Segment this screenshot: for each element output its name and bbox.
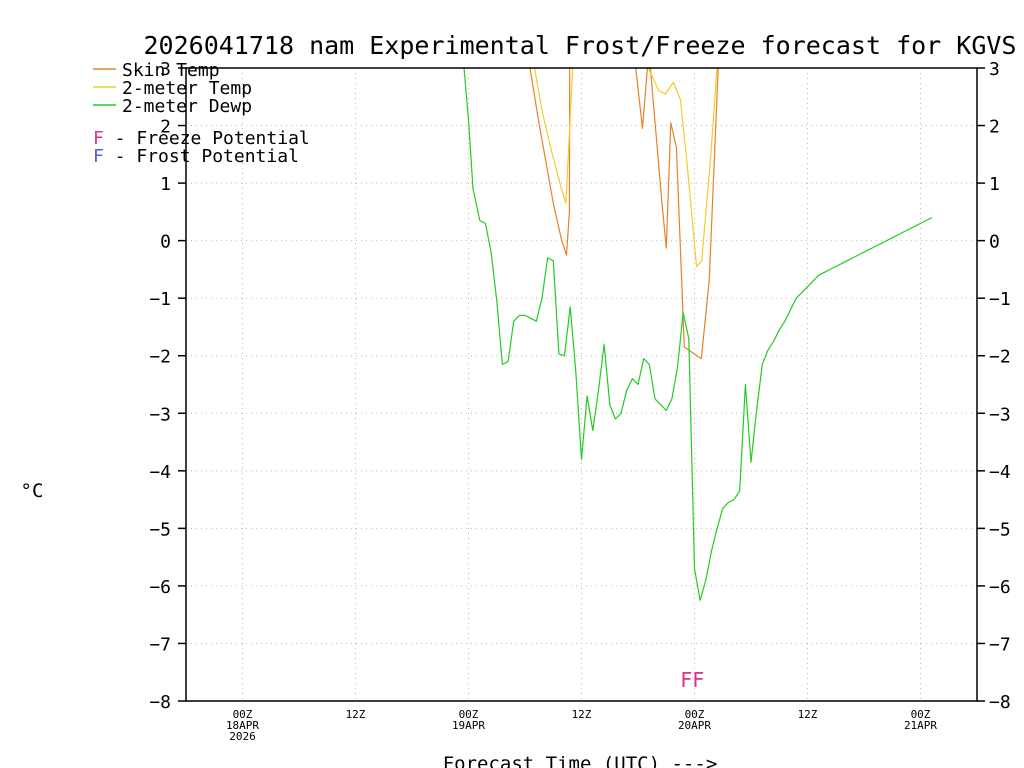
series-line-2-meter-temp-2 [647, 67, 718, 268]
y-tick-label-left-9: 1 [160, 174, 171, 195]
y-tick-label-left-8: 0 [160, 232, 171, 253]
x-tick-label-2-0: 00Z [459, 708, 479, 721]
y-tick-label-right-0: −8 [989, 692, 1011, 713]
y-tick-label-left-10: 2 [160, 117, 171, 138]
x-tick-label-6-0: 00Z [911, 708, 931, 721]
y-tick-labels: −8 −8 −7 −7 −6 −6 −5 −5 −4 −4 −3 −3 −2 −2 −1 −1 0 0 1 1 2 2 3 3 [149, 59, 1010, 713]
legend: Skin Temp 2-meter Temp 2-meter Dewp F - … [93, 60, 310, 167]
x-tick-label-4-1: 20APR [678, 719, 711, 732]
y-tick-label-left-3: −5 [149, 519, 171, 540]
plot-border [185, 67, 978, 702]
y-axis-label: °C [21, 480, 44, 502]
series-line-skin-temp-2 [635, 67, 719, 360]
x-tick-label-0-0: 00Z [233, 708, 253, 721]
series-lines [463, 67, 933, 601]
y-tick-label-left-2: −6 [149, 577, 171, 598]
y-tick-label-right-11: 3 [989, 59, 1000, 80]
freeze-marker-0: FF [680, 668, 704, 692]
x-axis-label: Forecast Time (UTC) ---> [443, 753, 718, 768]
x-tick-label-1-0: 12Z [346, 708, 366, 721]
grid [186, 68, 977, 701]
freeze-key-symbol: F [93, 128, 104, 149]
y-tick-label-left-5: −3 [149, 404, 171, 425]
y-tick-label-left-11: 3 [160, 59, 171, 80]
x-tick-label-4-0: 00Z [685, 708, 705, 721]
x-tick-label-2-1: 19APR [452, 719, 485, 732]
y-tick-label-right-2: −6 [989, 577, 1011, 598]
x-tick-label-6-1: 21APR [904, 719, 937, 732]
y-tick-label-left-6: −2 [149, 347, 171, 368]
series-line-2-meter-dewp [463, 67, 933, 601]
plot-frame [185, 67, 978, 702]
y-tick-label-right-7: −1 [989, 289, 1011, 310]
y-tick-label-right-5: −3 [989, 404, 1011, 425]
y-tick-label-left-0: −8 [149, 692, 171, 713]
freeze-key-text: - Freeze Potential [104, 128, 310, 149]
frost-key-symbol: F [93, 146, 104, 167]
x-tick-label-3-0: 12Z [572, 708, 592, 721]
y-tick-label-right-3: −5 [989, 519, 1011, 540]
frost-freeze-markers: FF [680, 668, 704, 692]
y-tick-label-right-9: 1 [989, 174, 1000, 195]
series-line-2-meter-temp [534, 67, 574, 204]
y-tick-label-right-10: 2 [989, 117, 1000, 138]
frost-potential-key: F - Frost Potential [93, 146, 299, 167]
y-tick-label-right-8: 0 [989, 232, 1000, 253]
y-tick-label-left-1: −7 [149, 634, 171, 655]
y-tick-label-left-7: −1 [149, 289, 171, 310]
legend-2m-dewp: 2-meter Dewp [122, 96, 252, 117]
x-tick-label-0-1: 18APR [226, 719, 259, 732]
y-tick-label-right-6: −2 [989, 347, 1011, 368]
legend-2m-temp: 2-meter Temp [122, 78, 252, 99]
y-tick-label-right-4: −4 [989, 462, 1011, 483]
series-line-skin-temp [529, 67, 571, 256]
freeze-potential-key: F - Freeze Potential [93, 128, 310, 149]
y-tick-label-right-1: −7 [989, 634, 1011, 655]
y-tick-label-left-4: −4 [149, 462, 171, 483]
chart-title: 2026041718 nam Experimental Frost/Freeze… [144, 31, 1017, 60]
x-tick-label-5-0: 12Z [798, 708, 818, 721]
legend-skin-temp: Skin Temp [122, 60, 220, 81]
frost-key-text: - Frost Potential [104, 146, 299, 167]
x-tick-label-0-2: 2026 [229, 730, 256, 743]
